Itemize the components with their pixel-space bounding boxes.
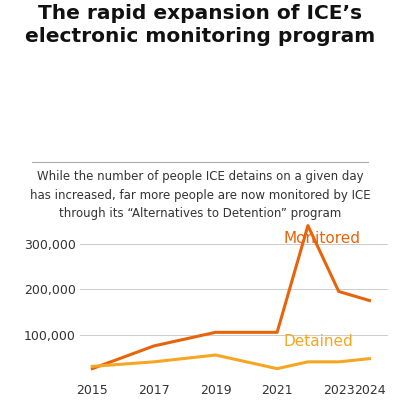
Text: Monitored: Monitored — [283, 231, 360, 246]
Text: While the number of people ICE detains on a given day
has increased, far more pe: While the number of people ICE detains o… — [30, 170, 370, 220]
Text: Detained: Detained — [283, 334, 353, 349]
Text: The rapid expansion of ICE’s
electronic monitoring program: The rapid expansion of ICE’s electronic … — [25, 4, 375, 46]
